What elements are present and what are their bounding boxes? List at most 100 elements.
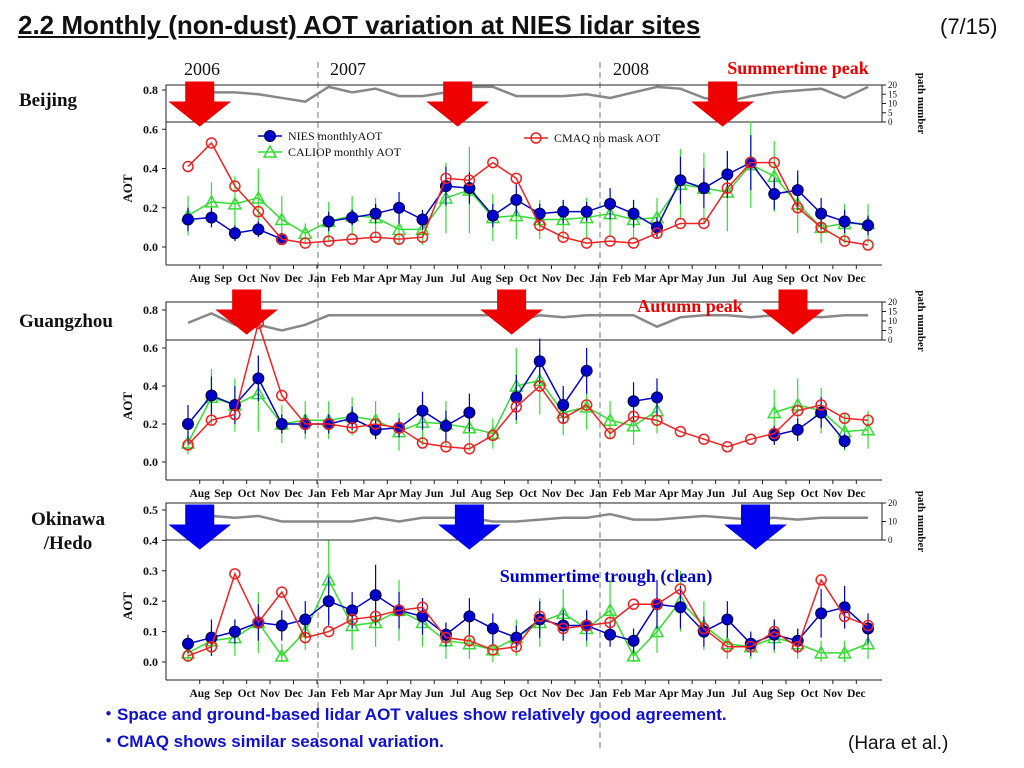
x-tick-label: Feb [613,488,632,500]
x-tick-label: Dec [566,273,585,285]
annotation-label: Summertime peak [727,58,868,78]
x-tick-label: Feb [331,273,350,285]
x-tick-label: Sep [496,488,514,500]
y-tick-label: 0.3 [143,564,158,578]
site-title: Beijing [19,90,78,111]
path-tick-label: 20 [888,80,898,90]
x-tick-label: Jan [308,488,327,500]
y-tick-label: 0.4 [143,162,158,176]
cmaq-point [627,237,640,249]
nies-point [580,364,593,377]
cmaq-point [651,227,663,240]
cmaq-point [627,598,640,610]
cmaq-point [791,404,804,417]
y-tick-label: 0.4 [143,533,158,547]
cmaq-point [487,156,499,169]
x-tick-label: Dec [284,688,303,700]
cmaq-point [534,610,546,623]
cmaq-point [252,205,265,218]
nies-point [393,201,406,214]
cmaq-point [276,586,288,598]
x-tick-label: Nov [823,688,843,700]
nies-point [463,182,476,195]
series-line [187,571,869,657]
x-tick-label: Feb [613,688,632,700]
x-tick-label: Sep [777,488,795,500]
x-tick-label: Jul [450,688,465,700]
cmaq-point [698,217,710,230]
x-tick-label: Sep [777,273,795,285]
nies-point [533,355,546,368]
nies-point [463,610,476,623]
cmaq-point [510,641,523,653]
y-tick-label: 0.8 [143,83,158,97]
y-tick-label: 0.4 [143,379,158,393]
caliop-point [602,602,618,617]
x-tick-label: Apr [659,488,679,500]
cmaq-point [604,427,616,440]
page-number: (7/15) [940,14,998,39]
cmaq-point [604,235,616,247]
x-tick-label: Apr [659,273,679,285]
nies-point [182,418,194,430]
x-tick-label: Sep [496,273,514,285]
nies-point [252,372,265,385]
nies-point [791,423,804,436]
x-tick-label: Sep [214,273,232,285]
cmaq-point [698,433,710,445]
bullet-agreement: ・Space and ground-based lidar AOT values… [100,705,727,724]
x-tick-label: Dec [847,273,866,285]
nies-point [439,419,452,432]
year-label-2008: 2008 [613,59,649,79]
caliop-point [626,418,641,432]
caliop-point [860,636,876,650]
cmaq-point [557,622,569,635]
x-tick-label: Jun [425,488,444,500]
cmaq-point [838,235,851,247]
trend-arrow [437,504,501,550]
y-tick-label: 0.2 [143,417,158,431]
nies-point [205,389,218,402]
nies-point [674,601,687,614]
cmaq-point [580,399,593,411]
caliop-point [462,420,477,434]
nies-point [674,174,687,187]
path-tick-label: 15 [888,307,898,317]
nies-point [416,213,429,226]
caliop-point [860,422,876,436]
cmaq-point [745,433,757,445]
trend-arrow [691,81,755,127]
legend-label: CALIOP monthly AOT [288,145,402,159]
cmaq-point [768,156,780,169]
x-tick-label: Jan [308,688,327,700]
x-tick-label: Oct [238,273,256,285]
nies-point [697,182,710,195]
x-tick-label: May [681,688,704,700]
nies-point [557,205,570,218]
cmaq-point [416,231,429,243]
y-tick-label: 0.5 [143,503,158,517]
nies-point [651,391,663,404]
nies-point [510,391,523,404]
nies-point [346,211,359,224]
year-labels: 2006 2007 2008 [184,59,649,752]
path-axis-label: path number [915,73,927,135]
nies-point [862,219,875,232]
x-tick-label: Dec [847,688,866,700]
cmaq-point [862,414,874,426]
nies-point [275,619,288,632]
x-tick-label: Jun [706,273,725,285]
x-tick-label: Aug [752,688,773,700]
x-tick-label: Aug [189,488,210,500]
cmaq-point [205,641,218,653]
x-tick-label: Aug [471,488,492,500]
cmaq-point [322,625,335,638]
nies-point [721,168,734,181]
nies-point [264,130,276,142]
y-tick-label: 0.2 [143,594,158,608]
nies-point [862,622,875,635]
nies-point [182,637,194,650]
x-tick-label: Jul [450,488,465,500]
trend-arrow [761,289,825,335]
